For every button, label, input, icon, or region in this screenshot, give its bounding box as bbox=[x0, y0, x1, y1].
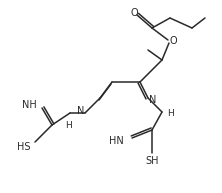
Text: O: O bbox=[130, 8, 138, 18]
Text: HN: HN bbox=[109, 136, 124, 146]
Text: O: O bbox=[169, 36, 177, 46]
Text: H: H bbox=[65, 122, 71, 130]
Text: HS: HS bbox=[16, 142, 30, 152]
Text: SH: SH bbox=[145, 156, 159, 166]
Text: NH: NH bbox=[22, 100, 37, 110]
Text: N: N bbox=[77, 106, 85, 116]
Text: N: N bbox=[149, 95, 157, 105]
Text: H: H bbox=[167, 109, 173, 119]
